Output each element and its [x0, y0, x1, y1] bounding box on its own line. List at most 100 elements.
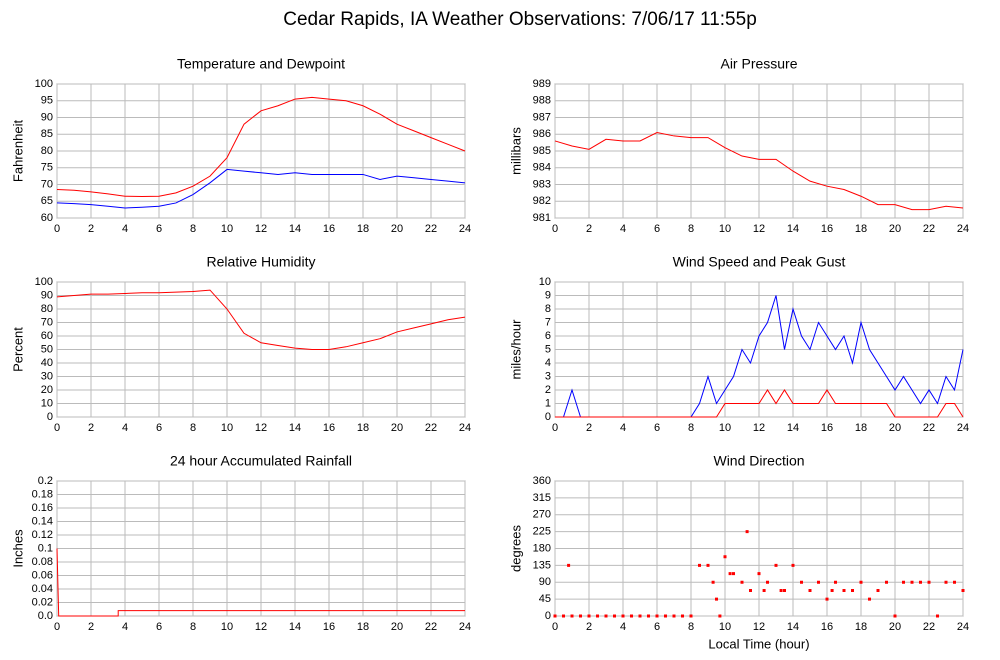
x-tick-label: 24 — [957, 223, 969, 235]
y-tick-label: 0.16 — [32, 502, 53, 514]
x-tick-label: 0 — [552, 223, 558, 235]
x-tick-label: 6 — [654, 621, 660, 633]
y-axis-label: millibars — [508, 127, 523, 175]
data-point — [698, 563, 701, 567]
data-point — [944, 580, 948, 584]
x-tick-label: 24 — [957, 422, 969, 434]
y-axis-label: miles/hour — [508, 319, 523, 380]
x-tick-label: 20 — [391, 422, 403, 434]
series-line — [56, 548, 465, 617]
y-tick-label: 90 — [539, 576, 551, 588]
y-tick-label: 80 — [41, 145, 53, 157]
y-tick-label: 45 — [539, 593, 551, 605]
data-point — [779, 589, 783, 592]
x-tick-label: 14 — [787, 621, 799, 633]
x-tick-label: 16 — [821, 422, 833, 434]
x-tick-label: 10 — [719, 223, 731, 235]
data-point — [876, 589, 880, 592]
y-tick-label: 4 — [545, 357, 551, 369]
y-tick-label: 50 — [41, 343, 53, 355]
x-tick-label: 22 — [923, 223, 935, 235]
x-tick-label: 8 — [190, 223, 196, 235]
series-line — [56, 96, 466, 198]
x-tick-label: 2 — [586, 621, 592, 633]
x-tick-label: 12 — [255, 223, 267, 235]
y-tick-label: 989 — [533, 78, 551, 90]
page-title: Cedar Rapids, IA Weather Observations: 7… — [283, 9, 757, 30]
x-tick-label: 8 — [688, 223, 694, 235]
data-point — [587, 614, 591, 618]
data-point — [638, 614, 642, 618]
x-tick-label: 24 — [957, 621, 969, 633]
data-point — [579, 614, 582, 618]
data-point — [830, 589, 834, 592]
y-tick-label: 315 — [533, 492, 551, 504]
y-tick-label: 0.02 — [32, 596, 53, 608]
data-point — [762, 589, 766, 592]
x-tick-label: 6 — [654, 223, 660, 235]
y-tick-label: 80 — [41, 303, 53, 315]
x-tick-label: 20 — [889, 422, 901, 434]
panel-title: Wind Speed and Peak Gust — [673, 254, 846, 270]
x-tick-label: 12 — [753, 422, 765, 434]
y-axis-label: Inches — [10, 529, 25, 568]
y-tick-label: 0 — [545, 411, 551, 423]
data-point — [834, 580, 837, 584]
x-axis-label: Local Time (hour) — [708, 636, 809, 651]
y-tick-label: 6 — [545, 330, 551, 342]
x-tick-label: 20 — [889, 223, 901, 235]
y-tick-label: 135 — [533, 559, 551, 571]
y-tick-label: 988 — [533, 95, 551, 107]
y-tick-label: 0 — [545, 610, 551, 622]
x-tick-label: 12 — [753, 621, 765, 633]
data-point — [927, 580, 931, 584]
x-tick-label: 22 — [425, 621, 437, 633]
y-tick-label: 90 — [41, 111, 53, 123]
y-tick-label: 100 — [35, 78, 53, 90]
y-tick-label: 70 — [41, 178, 53, 190]
y-tick-label: 0.2 — [38, 475, 53, 487]
y-axis-label: Fahrenheit — [10, 120, 25, 183]
data-point — [842, 589, 846, 592]
y-tick-label: 0.06 — [32, 569, 53, 581]
x-tick-label: 18 — [357, 223, 369, 235]
x-tick-label: 8 — [190, 422, 196, 434]
x-tick-label: 12 — [255, 422, 267, 434]
data-point — [689, 614, 693, 618]
x-tick-label: 10 — [221, 422, 233, 434]
panel-title: Relative Humidity — [207, 254, 316, 270]
data-point — [910, 580, 914, 584]
x-tick-label: 10 — [719, 621, 731, 633]
y-tick-label: 70 — [41, 316, 53, 328]
x-tick-label: 4 — [122, 422, 128, 434]
x-tick-label: 10 — [221, 223, 233, 235]
x-tick-label: 24 — [459, 422, 471, 434]
data-point — [630, 614, 633, 618]
y-tick-label: 90 — [41, 289, 53, 301]
x-tick-label: 16 — [821, 621, 833, 633]
x-tick-label: 16 — [323, 422, 335, 434]
x-tick-label: 8 — [688, 621, 694, 633]
y-tick-label: 7 — [545, 316, 551, 328]
y-tick-label: 0.08 — [32, 556, 53, 568]
panel-title: Air Pressure — [720, 56, 797, 72]
x-tick-label: 22 — [923, 621, 935, 633]
series-line — [554, 132, 964, 211]
data-point — [953, 580, 956, 584]
x-tick-label: 6 — [156, 223, 162, 235]
y-tick-label: 100 — [35, 276, 53, 288]
x-tick-label: 0 — [54, 621, 60, 633]
y-tick-label: 2 — [545, 384, 551, 396]
y-tick-label: 360 — [533, 475, 551, 487]
y-tick-label: 987 — [533, 111, 551, 123]
x-tick-label: 14 — [787, 422, 799, 434]
x-tick-label: 18 — [357, 422, 369, 434]
x-tick-label: 18 — [855, 621, 867, 633]
x-tick-label: 10 — [221, 621, 233, 633]
y-tick-label: 986 — [533, 128, 551, 140]
y-tick-label: 5 — [545, 343, 551, 355]
y-tick-label: 30 — [41, 370, 53, 382]
data-point — [655, 614, 659, 618]
